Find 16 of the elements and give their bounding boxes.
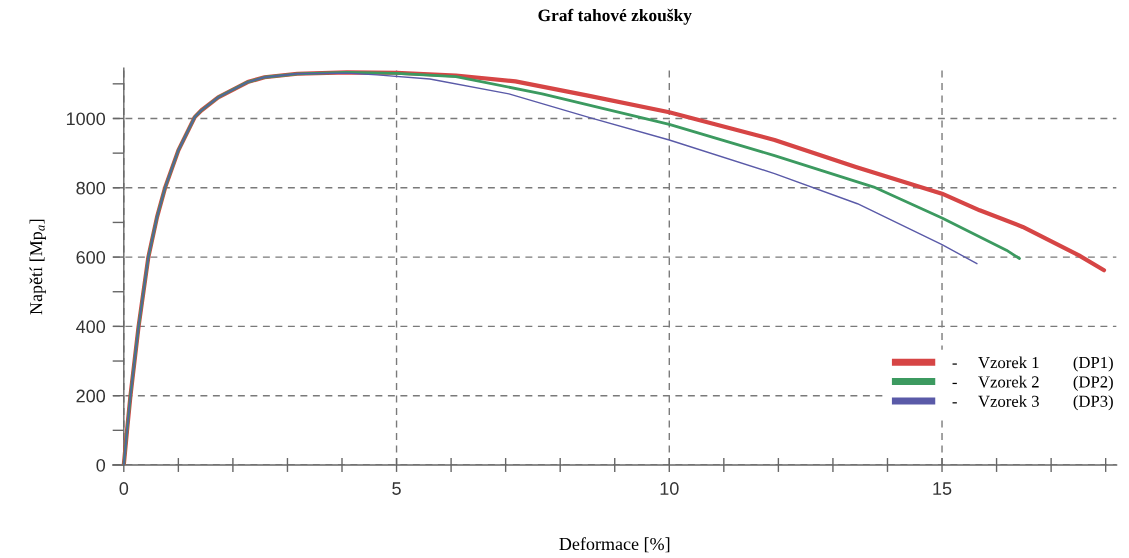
legend-label: - Vzorek 1 (DP1) [952,356,1113,372]
y-tick-label: 400 [76,320,106,334]
x-tick-label: 5 [392,482,401,495]
x-tick-label: 10 [660,482,679,495]
legend-label: - Vzorek 3 (DP3) [952,395,1113,411]
y-tick-label: 0 [96,458,106,472]
y-tick-label: 200 [76,389,106,403]
chart-title: Graf tahové zkoušky [538,8,692,25]
x-tick-label: 15 [933,482,952,495]
legend-label: - Vzorek 2 (DP2) [952,375,1113,391]
y-tick-label: 600 [76,251,106,264]
y-axis-title: Napětí [Mp$_{a}$] [29,219,46,315]
y-tick-label: 1000 [66,112,106,126]
x-tick-label: 0 [119,482,129,495]
x-axis-title: Deformace [%] [559,537,670,553]
y-tick-label: 800 [76,181,106,195]
